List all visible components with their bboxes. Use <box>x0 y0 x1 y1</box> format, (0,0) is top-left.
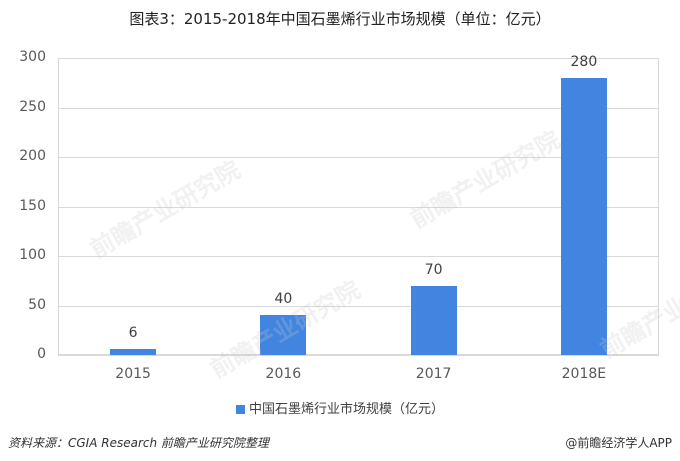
gridline <box>58 107 659 109</box>
bar-2017 <box>410 285 457 355</box>
gridline <box>58 305 659 307</box>
data-label: 280 <box>570 53 598 70</box>
gridline <box>58 355 659 356</box>
gridline <box>58 206 659 208</box>
gridline <box>58 256 659 257</box>
data-label: 70 <box>424 261 443 278</box>
credit-note: @前瞻经济学人APP <box>565 436 672 450</box>
chart-title: 图表3：2015-2018年中国石墨烯行业市场规模（单位：亿元） <box>129 10 551 28</box>
legend: 中国石墨烯行业市场规模（亿元） <box>0 398 680 417</box>
y-tick-label: 150 <box>19 197 46 214</box>
bar-2016 <box>260 315 307 355</box>
data-label: 6 <box>128 325 138 342</box>
x-tick-label: 2016 <box>265 366 302 382</box>
plot-area <box>58 58 659 355</box>
legend-label: 中国石墨烯行业市场规模（亿元） <box>248 402 444 417</box>
legend-swatch <box>235 405 245 414</box>
x-tick-label: 2015 <box>115 366 151 382</box>
y-tick-label: 100 <box>19 247 46 263</box>
y-tick-label: 50 <box>28 296 46 313</box>
x-tick-label: 2018E <box>561 366 607 382</box>
y-tick-label: 0 <box>37 346 46 362</box>
y-tick-label: 300 <box>19 49 46 65</box>
y-tick-label: 200 <box>19 148 46 164</box>
bar-2018E <box>560 77 607 355</box>
source-note: 资料来源：CGIA Research 前瞻产业研究院整理 <box>8 436 269 450</box>
x-tick-label: 2017 <box>415 366 452 382</box>
gridline <box>58 157 659 158</box>
data-label: 40 <box>274 291 293 308</box>
y-tick-label: 250 <box>19 98 46 115</box>
bar-2015 <box>110 349 157 355</box>
